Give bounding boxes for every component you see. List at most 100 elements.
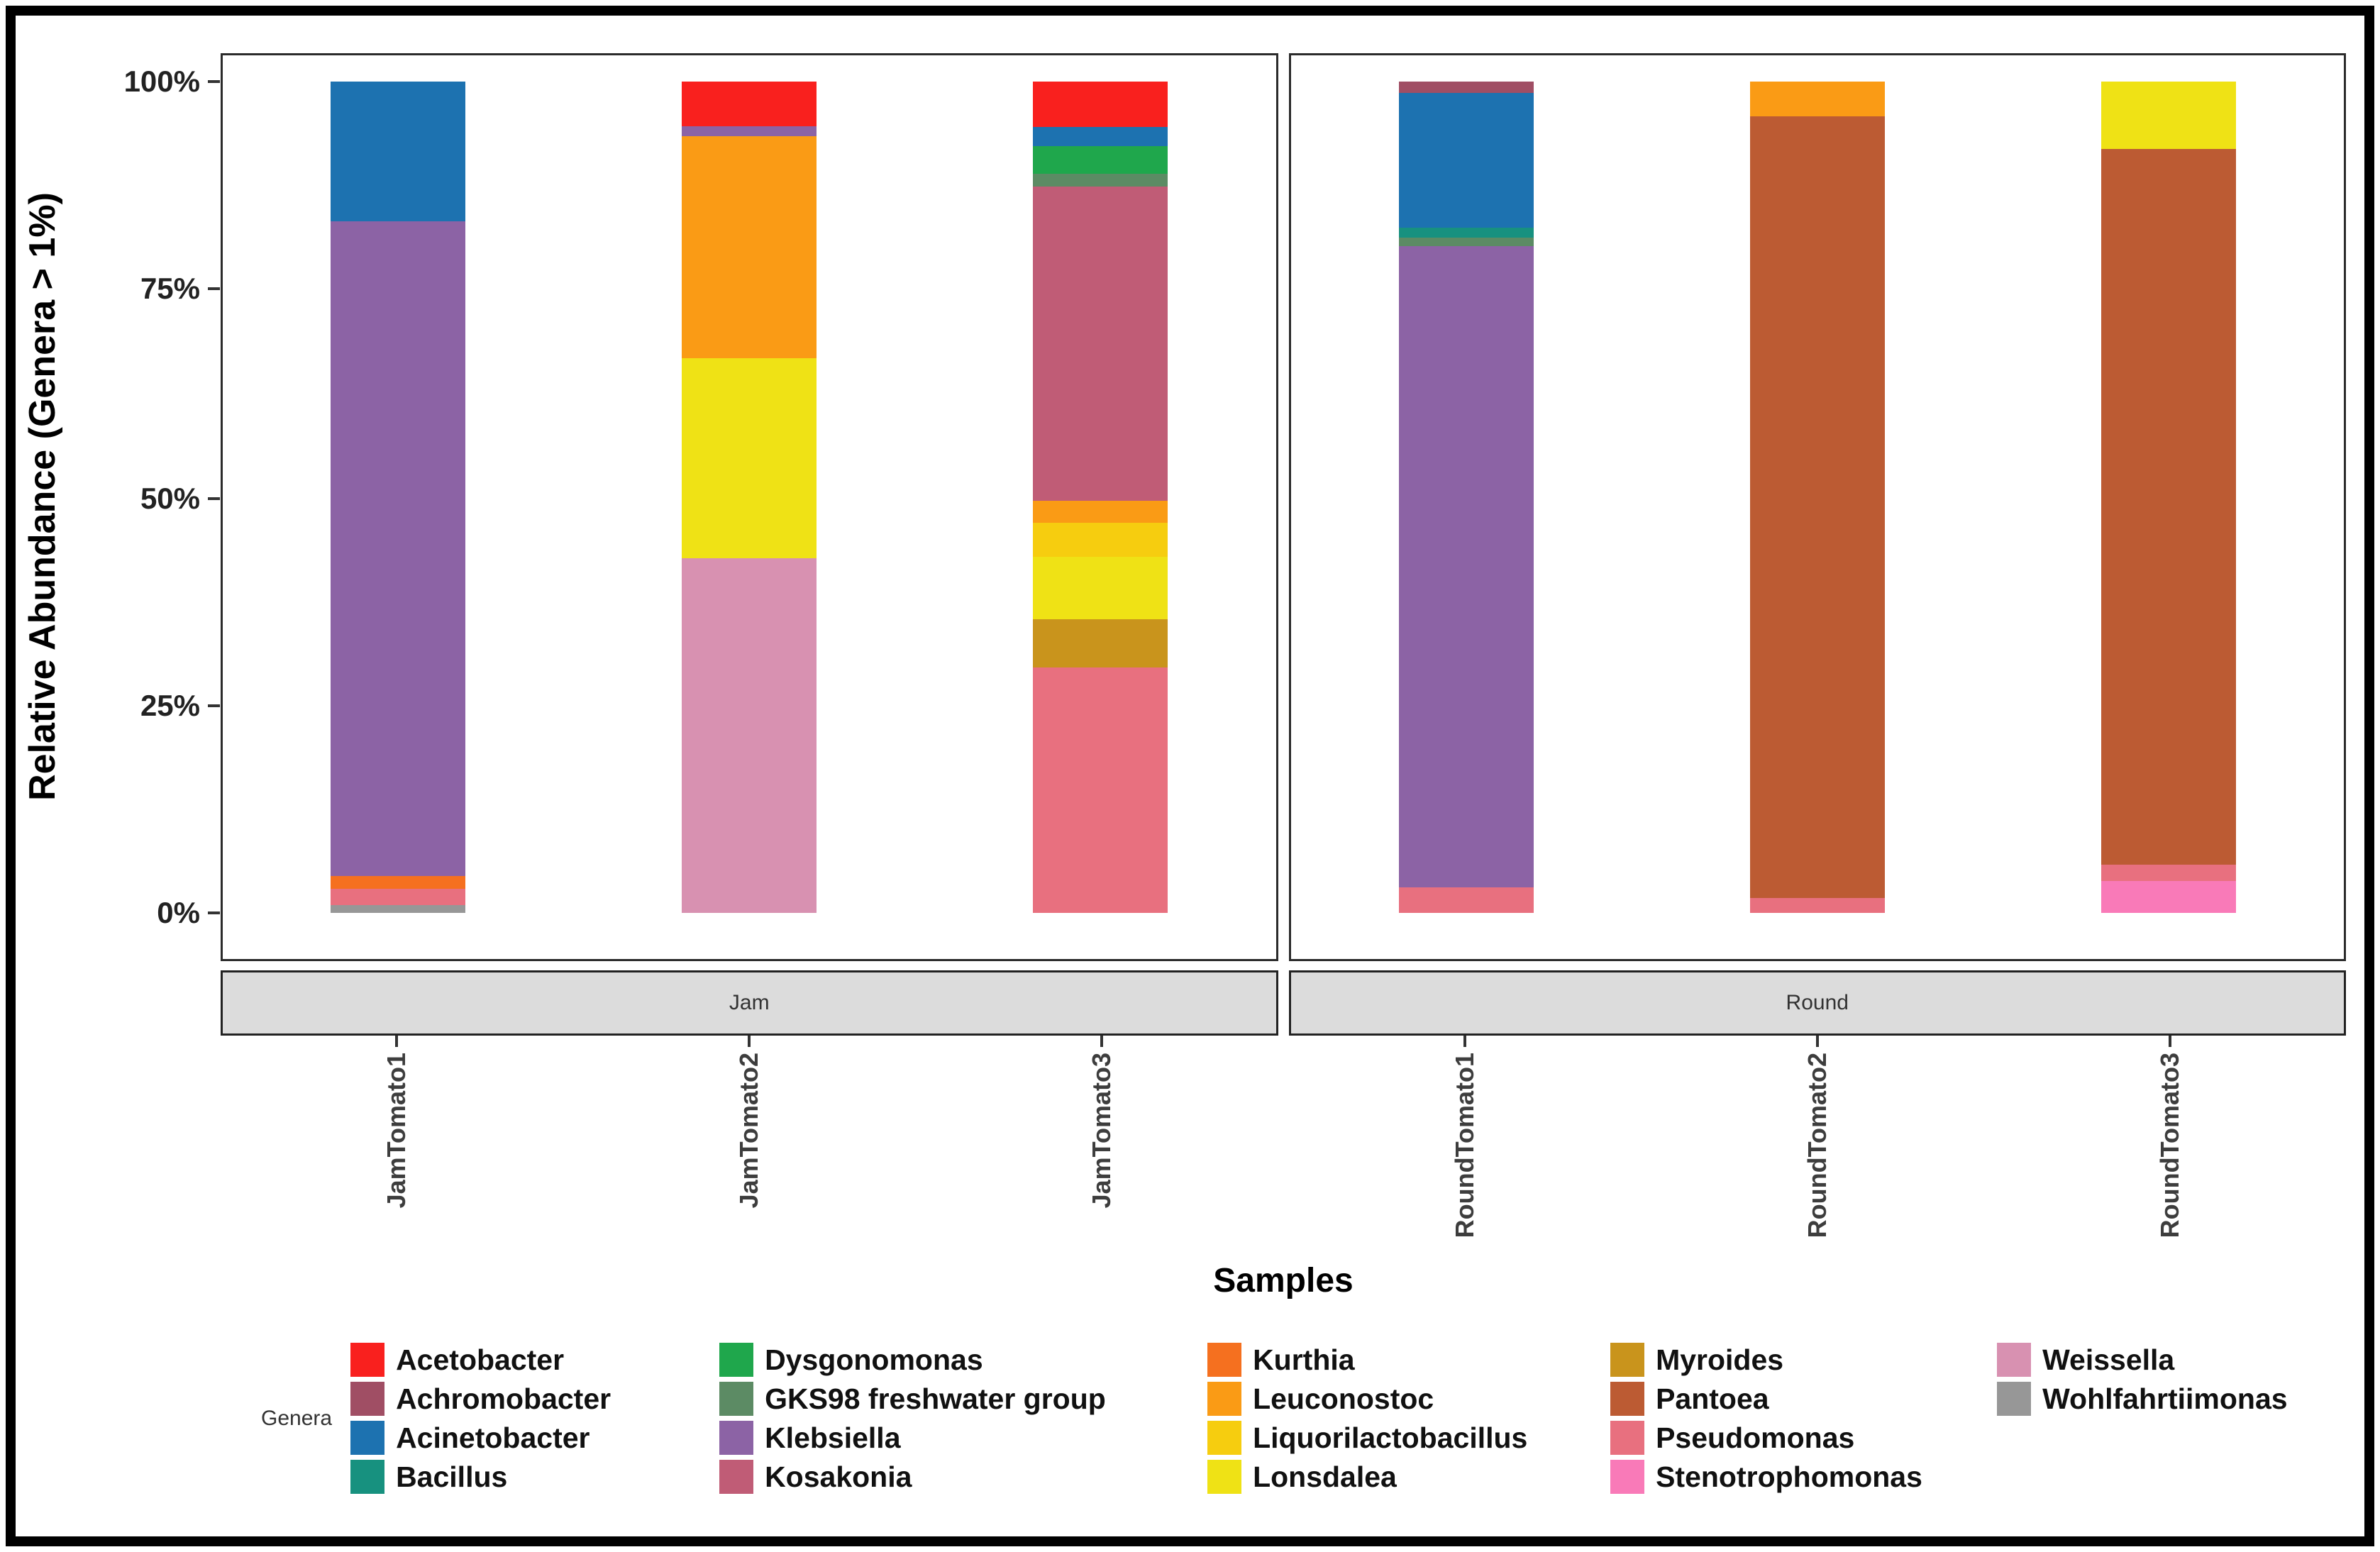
bar-segment-acinetobacter: [331, 82, 466, 221]
legend-column: Acetobacter Achromobacter Acinetobacter Bac…: [350, 1343, 719, 1494]
legend-item-stenotrophomonas: Stenotrophomonas: [1610, 1460, 1997, 1494]
x-tick-mark: [1815, 1036, 1819, 1047]
y-tick-label: 0%: [157, 896, 200, 929]
x-axis-group-round: RoundTomato1 RoundTomato2 RoundTomato3: [1289, 1036, 2347, 1238]
bar-segment-leuconostoc: [1033, 500, 1168, 523]
legend-item-kurthia: Kurthia: [1207, 1343, 1610, 1377]
x-tick-mark: [1100, 1036, 1104, 1047]
legend-item-label: Liquorilactobacillus: [1253, 1421, 1528, 1454]
x-slot: JamTomato3: [926, 1036, 1278, 1238]
legend-item-dysgonomonas: Dysgonomonas: [719, 1343, 1207, 1377]
legend-item-myroides: Myroides: [1610, 1343, 1997, 1377]
legend-swatch-icon: [719, 1421, 754, 1455]
legend-item-label: Kosakonia: [765, 1460, 912, 1493]
bar-segment-kosakonia: [1033, 186, 1168, 501]
x-slot: RoundTomato3: [1993, 1036, 2346, 1238]
bar-slot: [1642, 82, 1993, 913]
y-tick-mark: [208, 287, 220, 290]
legend-column: Myroides Pantoea Pseudomonas Stenotrophomon…: [1610, 1343, 1997, 1494]
bars-area: [1291, 82, 2345, 913]
legend-title: Genera: [261, 1406, 333, 1430]
x-axis-title: Samples: [1213, 1262, 1354, 1299]
bar-segment-klebsiella: [1398, 246, 1534, 887]
legend-swatch-icon: [719, 1460, 754, 1494]
x-tick-label-RoundTomato3: RoundTomato3: [2154, 1053, 2184, 1238]
x-axis: JamTomato1 JamTomato2 JamTomato3 RoundTomat…: [221, 1036, 2346, 1238]
facet-strip-round: Round: [1288, 970, 2346, 1036]
legend-item-klebsiella: Klebsiella: [719, 1421, 1207, 1455]
bar-slot: [223, 82, 574, 913]
legend-item-label: Pseudomonas: [1656, 1421, 1855, 1454]
bar-segment-acetobacter: [1033, 82, 1168, 128]
legend-swatch-icon: [1207, 1382, 1242, 1416]
legend-item-achromobacter: Achromobacter: [350, 1382, 719, 1416]
x-tick-mark: [748, 1036, 751, 1047]
bar-segment-kurthia: [331, 876, 466, 889]
legend-swatch-icon: [1610, 1343, 1645, 1377]
legend-item-label: Stenotrophomonas: [1656, 1460, 1922, 1493]
legend-swatch-icon: [1997, 1343, 2032, 1377]
bar-segment-lonsdalea: [682, 358, 817, 558]
bar-segment-acinetobacter: [1398, 93, 1534, 228]
legend-item-acinetobacter: Acinetobacter: [350, 1421, 719, 1455]
stacked-bar-RoundTomato3: [2101, 82, 2236, 913]
legend-item-label: Kurthia: [1253, 1343, 1355, 1376]
x-tick-label-JamTomato1: JamTomato1: [382, 1053, 411, 1209]
bar-segment-wohlfahrtiimonas: [331, 905, 466, 913]
stacked-bar-RoundTomato1: [1398, 82, 1534, 913]
y-tick-mark: [208, 911, 220, 914]
bar-segment-pseudomonas: [1398, 887, 1534, 913]
x-tick-label-JamTomato2: JamTomato2: [734, 1053, 764, 1209]
legend-item-label: Pantoea: [1656, 1382, 1769, 1415]
legend-item-weissella: Weissella: [1997, 1343, 2287, 1377]
bar-slot: [574, 82, 925, 913]
legend-columns: Acetobacter Achromobacter Acinetobacter Bac…: [350, 1343, 2288, 1494]
x-tick-mark: [2168, 1036, 2171, 1047]
legend-swatch-icon: [1207, 1343, 1242, 1377]
bar-segment-pseudomonas: [331, 889, 466, 906]
y-tick-label: 75%: [140, 272, 200, 305]
legend-column: Kurthia Leuconostoc Liquorilactobacillus Lo…: [1207, 1343, 1610, 1494]
legend-swatch-icon: [350, 1343, 385, 1377]
x-slot: JamTomato1: [221, 1036, 573, 1238]
legend-swatch-icon: [719, 1343, 754, 1377]
facet-panel-round: [1288, 53, 2346, 961]
legend-item-label: Klebsiella: [765, 1421, 901, 1454]
bar-segment-acinetobacter: [1033, 127, 1168, 147]
legend-swatch-icon: [719, 1382, 754, 1416]
bar-segment-bacillus: [1398, 228, 1534, 238]
bar-segment-liquorilactobacillus: [1033, 523, 1168, 558]
bar-slot: [1291, 82, 1642, 913]
legend-item-leuconostoc: Leuconostoc: [1207, 1382, 1610, 1416]
bar-segment-klebsiella: [682, 126, 817, 137]
stacked-bar-JamTomato1: [331, 82, 466, 913]
legend-swatch-icon: [1207, 1421, 1242, 1455]
legend-item-label: Dysgonomonas: [765, 1343, 983, 1376]
bar-segment-pantoea: [1749, 116, 1885, 898]
legend-item-bacillus: Bacillus: [350, 1460, 719, 1494]
legend-item-label: Acinetobacter: [396, 1421, 590, 1454]
legend-swatch-icon: [1610, 1382, 1645, 1416]
y-tick-label: 25%: [140, 689, 200, 722]
x-tick-label-RoundTomato2: RoundTomato2: [1802, 1053, 1832, 1238]
legend-swatch-icon: [350, 1460, 385, 1494]
bars-area: [223, 82, 1276, 913]
legend-item-label: Wohlfahrtiimonas: [2042, 1382, 2288, 1415]
legend-swatch-icon: [1207, 1460, 1242, 1494]
x-tick-mark: [1463, 1036, 1466, 1047]
legend-item-pseudomonas: Pseudomonas: [1610, 1421, 1997, 1455]
legend-item-acetobacter: Acetobacter: [350, 1343, 719, 1377]
legend-item-gks98-freshwater-group: GKS98 freshwater group: [719, 1382, 1207, 1416]
bar-segment-pseudomonas: [1749, 897, 1885, 913]
y-tick-label: 100%: [123, 65, 200, 98]
legend-item-label: Achromobacter: [396, 1382, 611, 1415]
legend-swatch-icon: [1610, 1421, 1645, 1455]
facet-panel-jam: [221, 53, 1278, 961]
y-tick-mark: [208, 704, 220, 707]
x-tick-label-RoundTomato1: RoundTomato1: [1449, 1053, 1479, 1238]
bar-segment-achromobacter: [1398, 82, 1534, 94]
legend: Genera Acetobacter Achromobacter Acinetoba…: [261, 1343, 2288, 1494]
bar-segment-pseudomonas: [1033, 667, 1168, 913]
x-tick-label-JamTomato3: JamTomato3: [1087, 1053, 1117, 1209]
bar-segment-lonsdalea: [2101, 82, 2236, 149]
